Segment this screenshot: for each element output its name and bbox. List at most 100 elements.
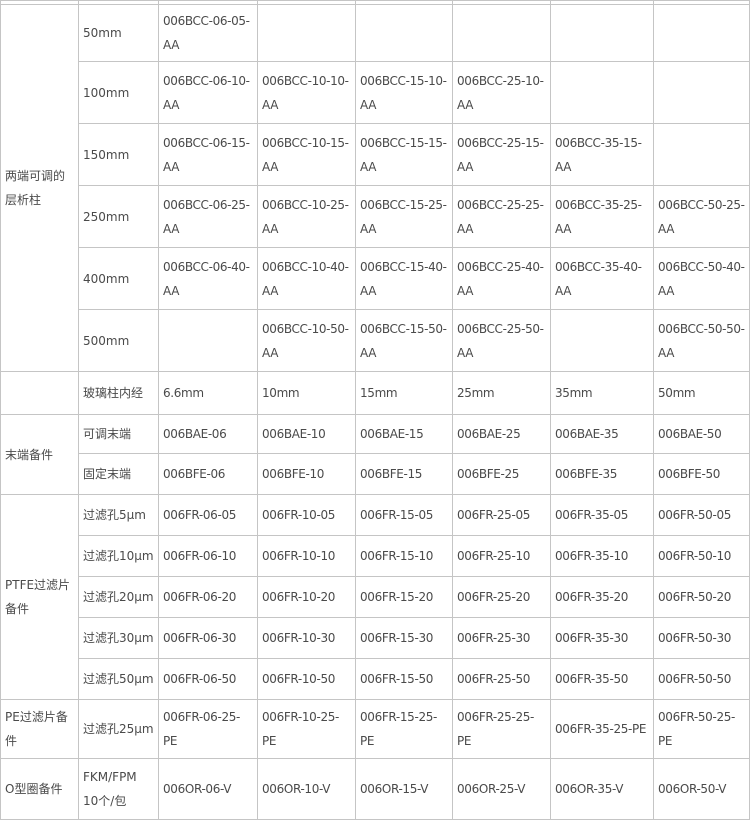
part-number-cell: 006FR-10-25-PE <box>257 699 356 759</box>
part-number-cell: 006BCC-10-10-AA <box>257 61 356 124</box>
part-number-cell: 006BCC-10-50-AA <box>257 309 356 372</box>
part-number-cell: 006OR-10-V <box>257 758 356 820</box>
part-number-cell <box>653 4 750 62</box>
part-number-cell: 006FR-06-10 <box>158 535 258 577</box>
table-row: 100mm 006BCC-06-10-AA 006BCC-10-10-AA 00… <box>1 61 750 124</box>
part-number-cell: 006BCC-06-25-AA <box>158 185 258 248</box>
category-cell-adjustable-column: 两端可调的层析柱 <box>0 4 79 372</box>
part-number-cell: 006FR-50-10 <box>653 535 750 577</box>
part-number-cell: 006BCC-50-50-AA <box>653 309 750 372</box>
table-row: 500mm 006BCC-10-50-AA 006BCC-15-50-AA 00… <box>1 309 750 372</box>
part-number-cell: 006FR-06-25-PE <box>158 699 258 759</box>
part-number-cell: 006FR-06-50 <box>158 658 258 700</box>
part-number-cell <box>550 4 654 62</box>
row-label: FKM/FPM 10个/包 <box>78 758 159 820</box>
part-number-cell <box>653 123 750 186</box>
part-number-cell: 006BFE-10 <box>257 453 356 495</box>
part-number-cell: 006BCC-15-25-AA <box>355 185 453 248</box>
part-number-cell: 006FR-10-30 <box>257 617 356 659</box>
table-row: 过滤孔20μm 006FR-06-20 006FR-10-20 006FR-15… <box>1 576 750 618</box>
table-row: 固定末端 006BFE-06 006BFE-10 006BFE-15 006BF… <box>1 453 750 495</box>
part-number-cell: 006BCC-10-15-AA <box>257 123 356 186</box>
part-number-cell: 006BCC-25-50-AA <box>452 309 551 372</box>
part-number-cell: 006FR-50-30 <box>653 617 750 659</box>
row-label: 玻璃柱内经 <box>78 371 159 415</box>
category-cell-empty <box>0 371 79 415</box>
diameter-cell: 10mm <box>257 371 356 415</box>
table-row: 过滤孔10μm 006FR-06-10 006FR-10-10 006FR-15… <box>1 535 750 577</box>
part-number-cell: 006BCC-10-40-AA <box>257 247 356 310</box>
part-number-cell: 006OR-25-V <box>452 758 551 820</box>
part-number-cell: 006FR-10-10 <box>257 535 356 577</box>
part-number-cell: 006FR-35-20 <box>550 576 654 618</box>
part-number-cell: 006BFE-35 <box>550 453 654 495</box>
part-number-cell: 006FR-35-05 <box>550 494 654 536</box>
table-row: 两端可调的层析柱 50mm 006BCC-06-05-AA <box>0 4 750 372</box>
part-number-cell: 006BCC-25-10-AA <box>452 61 551 124</box>
part-number-cell: 006BCC-15-10-AA <box>355 61 453 124</box>
part-number-cell: 006BCC-25-25-AA <box>452 185 551 248</box>
part-number-cell: 006BAE-25 <box>452 414 551 454</box>
category-cell-pe-frits: PE过滤片备件 <box>0 699 79 759</box>
part-number-cell: 006BFE-06 <box>158 453 258 495</box>
part-number-cell: 006BFE-25 <box>452 453 551 495</box>
diameter-cell: 6.6mm <box>158 371 258 415</box>
part-number-cell: 006FR-25-10 <box>452 535 551 577</box>
row-label: 500mm <box>78 309 159 372</box>
part-number-cell: 006BCC-10-25-AA <box>257 185 356 248</box>
part-number-cell: 006BCC-15-40-AA <box>355 247 453 310</box>
part-number-cell: 006FR-50-05 <box>653 494 750 536</box>
part-number-cell: 006FR-15-50 <box>355 658 453 700</box>
part-number-cell: 006BCC-06-15-AA <box>158 123 258 186</box>
table-row: PTFE过滤片备件 过滤孔5μm 006FR-06-05 006FR-10-05… <box>0 494 750 700</box>
part-number-cell: 006BCC-35-15-AA <box>550 123 654 186</box>
part-number-cell <box>653 61 750 124</box>
part-number-cell: 006FR-06-30 <box>158 617 258 659</box>
part-number-cell: 006BCC-50-40-AA <box>653 247 750 310</box>
table-row: 150mm 006BCC-06-15-AA 006BCC-10-15-AA 00… <box>1 123 750 186</box>
part-number-cell: 006FR-35-25-PE <box>550 699 654 759</box>
part-number-cell: 006FR-25-20 <box>452 576 551 618</box>
row-label: 过滤孔10μm <box>78 535 159 577</box>
row-label: 250mm <box>78 185 159 248</box>
diameter-cell: 25mm <box>452 371 551 415</box>
part-number-cell: 006OR-06-V <box>158 758 258 820</box>
diameter-cell: 35mm <box>550 371 654 415</box>
part-number-cell <box>355 4 453 62</box>
part-number-cell: 006BCC-15-50-AA <box>355 309 453 372</box>
row-label: 可调末端 <box>78 414 159 454</box>
table-row: 玻璃柱内经 6.6mm 10mm 15mm 25mm 35mm 50mm <box>0 371 750 415</box>
part-number-cell: 006FR-50-50 <box>653 658 750 700</box>
part-number-cell: 006FR-10-05 <box>257 494 356 536</box>
part-number-cell: 006FR-50-25-PE <box>653 699 750 759</box>
row-label: 过滤孔25μm <box>78 699 159 759</box>
row-label: 150mm <box>78 123 159 186</box>
row-label: 100mm <box>78 61 159 124</box>
part-number-cell: 006BAE-35 <box>550 414 654 454</box>
part-number-cell <box>257 4 356 62</box>
table-row: 250mm 006BCC-06-25-AA 006BCC-10-25-AA 00… <box>1 185 750 248</box>
part-number-cell: 006FR-06-20 <box>158 576 258 618</box>
part-number-cell: 006FR-35-10 <box>550 535 654 577</box>
part-number-cell: 006BCC-50-25-AA <box>653 185 750 248</box>
part-number-cell: 006FR-10-50 <box>257 658 356 700</box>
row-label: 过滤孔20μm <box>78 576 159 618</box>
part-number-cell <box>550 61 654 124</box>
row-label: 过滤孔5μm <box>78 494 159 536</box>
table-row: 末端备件 可调末端 006BAE-06 006BAE-10 006BAE-15 … <box>0 414 750 495</box>
diameter-cell: 50mm <box>653 371 750 415</box>
table-row: 过滤孔30μm 006FR-06-30 006FR-10-30 006FR-15… <box>1 617 750 659</box>
part-number-cell: 006BCC-35-25-AA <box>550 185 654 248</box>
category-cell-orings: O型圈备件 <box>0 758 79 820</box>
part-number-cell <box>550 309 654 372</box>
part-number-cell: 006BAE-50 <box>653 414 750 454</box>
part-number-cell: 006FR-15-20 <box>355 576 453 618</box>
row-label: 400mm <box>78 247 159 310</box>
part-number-cell: 006FR-25-05 <box>452 494 551 536</box>
part-number-cell: 006BFE-15 <box>355 453 453 495</box>
part-number-cell <box>158 309 258 372</box>
table-row: PE过滤片备件 过滤孔25μm 006FR-06-25-PE 006FR-10-… <box>0 699 750 759</box>
table-row: 400mm 006BCC-06-40-AA 006BCC-10-40-AA 00… <box>1 247 750 310</box>
category-cell-ptfe-frits: PTFE过滤片备件 <box>0 494 79 700</box>
